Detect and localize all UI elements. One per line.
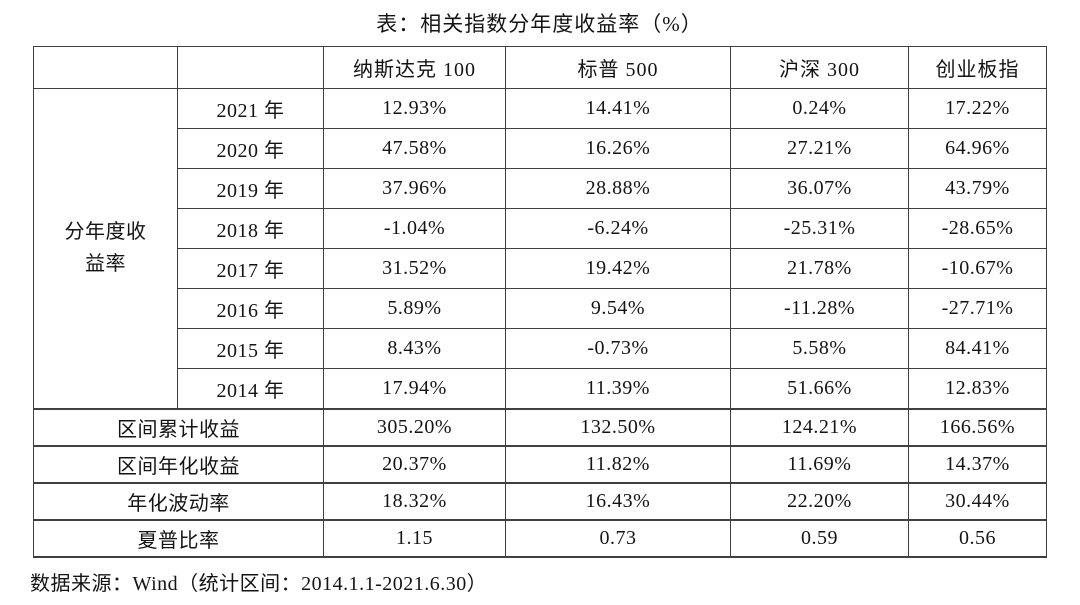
year-label: 2014 年 [177, 368, 324, 409]
value-cell: -10.67% [908, 248, 1047, 289]
value-cell: 0.73 [505, 518, 731, 558]
header-row: 纳斯达克 100 标普 500 沪深 300 创业板指 [33, 46, 1047, 89]
value-cell: 51.66% [730, 368, 909, 409]
table-row-summary: 区间累计收益 305.20% 132.50% 124.21% 166.56% [33, 407, 1047, 446]
value-cell: 16.26% [505, 128, 731, 169]
year-label: 2021 年 [177, 88, 324, 129]
value-cell: 5.58% [730, 328, 909, 369]
year-label: 2015 年 [177, 328, 324, 369]
value-cell: 19.42% [505, 248, 731, 289]
column-header-sp500: 标普 500 [505, 46, 731, 89]
year-label: 2020 年 [177, 128, 324, 169]
value-cell: 28.88% [505, 168, 731, 209]
value-cell: 124.21% [730, 407, 909, 446]
column-header-empty-1 [33, 46, 178, 89]
value-cell: -28.65% [908, 208, 1047, 249]
table-title: 表：相关指数分年度收益率（%） [376, 12, 703, 36]
value-cell: 16.43% [505, 481, 731, 520]
column-header-chinext: 创业板指 [908, 46, 1047, 89]
value-cell: 17.22% [908, 88, 1047, 129]
summary-label: 年化波动率 [33, 481, 324, 520]
value-cell: 11.82% [505, 444, 731, 483]
value-cell: 5.89% [323, 288, 506, 329]
value-cell: 12.93% [323, 88, 506, 129]
value-cell: 31.52% [323, 248, 506, 289]
value-cell: 30.44% [908, 481, 1047, 520]
year-label: 2017 年 [177, 248, 324, 289]
table-row-year: 2019 年 37.96% 28.88% 36.07% 43.79% [34, 168, 1047, 209]
year-label: 2019 年 [177, 168, 324, 209]
value-cell: -25.31% [730, 208, 909, 249]
value-cell: 11.69% [730, 444, 909, 483]
table-row-summary: 年化波动率 18.32% 16.43% 22.20% 30.44% [33, 481, 1047, 520]
summary-label: 区间年化收益 [33, 444, 324, 483]
table-row-year: 2020 年 47.58% 16.26% 27.21% 64.96% [34, 128, 1047, 169]
value-cell: 12.83% [908, 368, 1047, 409]
value-cell: 47.58% [323, 128, 506, 169]
table-row-year: 分年度收 益率 2021 年 12.93% 14.41% 0.24% 17.22% [33, 88, 1047, 409]
value-cell: 14.37% [908, 444, 1047, 483]
value-cell: 20.37% [323, 444, 506, 483]
value-cell: -27.71% [908, 288, 1047, 329]
table-row-year: 2016 年 5.89% 9.54% -11.28% -27.71% [34, 288, 1047, 329]
value-cell: 9.54% [505, 288, 731, 329]
value-cell: 22.20% [730, 481, 909, 520]
value-cell: -1.04% [323, 208, 506, 249]
data-source-note: 数据来源：Wind（统计区间：2014.1.1-2021.6.30） [30, 573, 488, 595]
value-cell: 64.96% [908, 128, 1047, 169]
value-cell: 43.79% [908, 168, 1047, 209]
value-cell: 1.15 [323, 518, 506, 558]
column-header-nasdaq100: 纳斯达克 100 [323, 46, 506, 89]
value-cell: 0.59 [730, 518, 909, 558]
summary-label: 区间累计收益 [33, 407, 324, 446]
value-cell: 305.20% [323, 407, 506, 446]
index-returns-table: 纳斯达克 100 标普 500 沪深 300 创业板指 分年度收 益率 2021 … [33, 46, 1047, 558]
value-cell: 17.94% [323, 368, 506, 409]
value-cell: 36.07% [730, 168, 909, 209]
value-cell: -6.24% [505, 208, 731, 249]
value-cell: 132.50% [505, 407, 731, 446]
column-header-csi300: 沪深 300 [730, 46, 909, 89]
row-group-label: 分年度收 益率 [33, 88, 178, 409]
table-row-summary: 夏普比率 1.15 0.73 0.59 0.56 [33, 518, 1047, 558]
table-row-year: 2018 年 -1.04% -6.24% -25.31% -28.65% [34, 208, 1047, 249]
value-cell: 27.21% [730, 128, 909, 169]
table-row-year: 2014 年 17.94% 11.39% 51.66% 12.83% [34, 368, 1047, 409]
value-cell: 8.43% [323, 328, 506, 369]
value-cell: 11.39% [505, 368, 731, 409]
value-cell: 0.56 [908, 518, 1047, 558]
value-cell: 166.56% [908, 407, 1047, 446]
value-cell: -11.28% [730, 288, 909, 329]
value-cell: 21.78% [730, 248, 909, 289]
summary-label: 夏普比率 [33, 518, 324, 558]
value-cell: 84.41% [908, 328, 1047, 369]
table-row-summary: 区间年化收益 20.37% 11.82% 11.69% 14.37% [33, 444, 1047, 483]
value-cell: -0.73% [505, 328, 731, 369]
table-body: 纳斯达克 100 标普 500 沪深 300 创业板指 分年度收 益率 2021 … [33, 46, 1047, 558]
year-label: 2018 年 [177, 208, 324, 249]
column-header-empty-2 [177, 46, 324, 89]
table-row-year: 2017 年 31.52% 19.42% 21.78% -10.67% [34, 248, 1047, 289]
value-cell: 18.32% [323, 481, 506, 520]
value-cell: 37.96% [323, 168, 506, 209]
year-label: 2016 年 [177, 288, 324, 329]
table-row-year: 2015 年 8.43% -0.73% 5.58% 84.41% [34, 328, 1047, 369]
value-cell: 14.41% [505, 88, 731, 129]
value-cell: 0.24% [730, 88, 909, 129]
